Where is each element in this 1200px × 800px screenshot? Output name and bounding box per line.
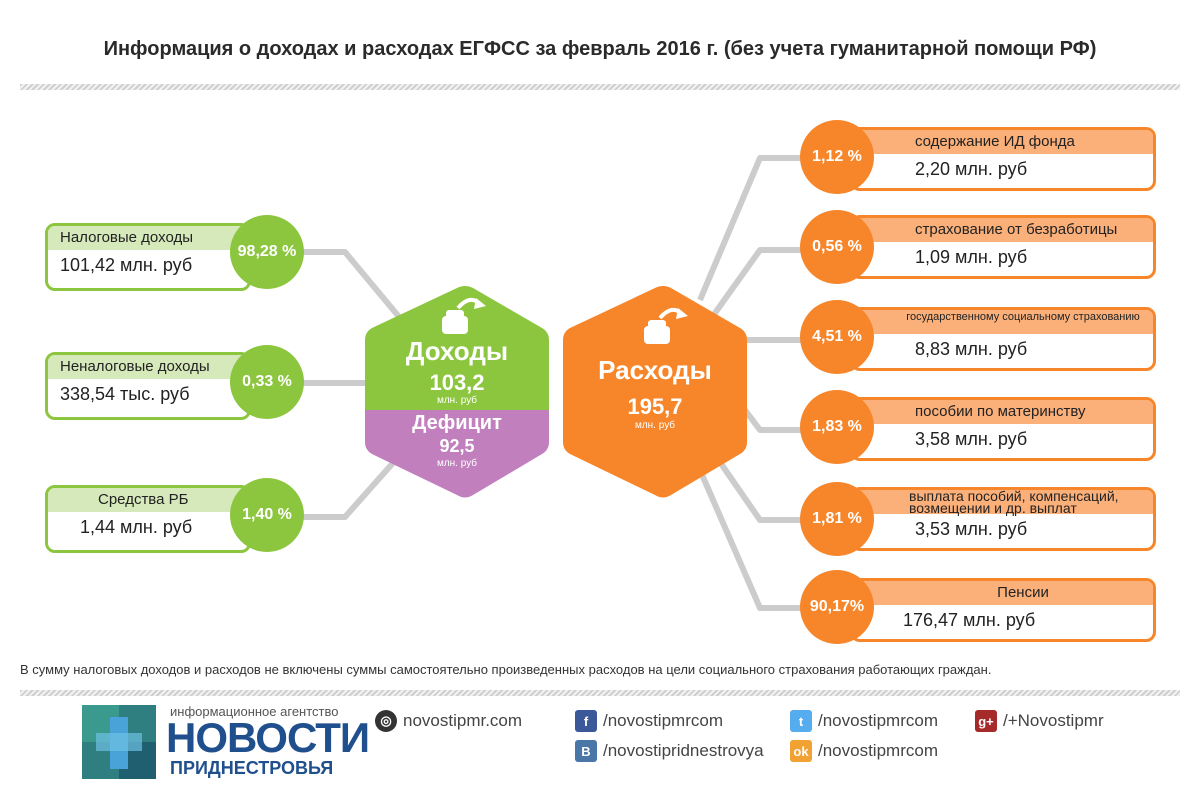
facebook-link[interactable]: f /novostipmrcom (575, 710, 723, 732)
expense-box: государственному социальному страхованию… (850, 307, 1156, 371)
expense-caption: государственному социальному страхованию (853, 310, 1153, 334)
line-expense-1 (697, 155, 805, 302)
expense-hub-unit: млн. руб (634, 420, 676, 431)
income-box-tax: Налоговые доходы 101,42 млн. руб (45, 223, 251, 291)
expense-caption: Пенсии (853, 581, 1153, 605)
facebook-icon: f (575, 710, 597, 732)
footnote: В сумму налоговых доходов и расходов не … (20, 662, 992, 677)
income-hub-label: Доходы (405, 336, 509, 366)
income-percent-badge: 1,40 % (230, 478, 304, 552)
line-expense-6 (697, 468, 805, 611)
expense-caption: страхование от безработицы (853, 218, 1153, 242)
googleplus-link-text: /+Novostipmr (1003, 711, 1104, 730)
logo-top-text: информационное агентство (170, 704, 339, 719)
expense-caption: выплата пособий, компенсаций, возмещении… (853, 490, 1153, 515)
deficit-unit: млн. руб (436, 458, 478, 469)
wallet-icon (644, 307, 688, 344)
income-box-rb: Средства РБ 1,44 млн. руб (45, 485, 251, 553)
facebook-link-text: /novostipmrcom (603, 711, 723, 730)
website-link-text: novostipmr.com (403, 711, 523, 730)
expense-caption: пособии по материнству (853, 400, 1153, 424)
line-expense-4 (742, 408, 805, 433)
bottom-divider (20, 690, 1180, 696)
odnoklassniki-icon: ok (790, 740, 812, 762)
expense-value: 3,53 млн. руб (915, 519, 1028, 539)
expense-percent-badge: 1,12 % (800, 120, 874, 194)
expense-hub-value: 195,7 (627, 394, 683, 419)
expense-box: выплата пособий, компенсаций, возмещении… (850, 487, 1156, 551)
expense-percent-badge: 0,56 % (800, 210, 874, 284)
expense-value: 3,58 млн. руб (915, 429, 1028, 449)
vk-link[interactable]: B /novostipridnestrovya (575, 740, 764, 762)
odnoklassniki-link-text: /novostipmrcom (818, 741, 938, 760)
expense-box: пособии по материнству 3,58 млн. руб (850, 397, 1156, 461)
income-hub-value: 103,2 (429, 370, 485, 395)
line-expense-2 (707, 247, 805, 322)
line-income-3 (300, 453, 403, 520)
twitter-icon: t (790, 710, 812, 732)
twitter-link-text: /novostipmrcom (818, 711, 938, 730)
expense-value: 176,47 млн. руб (903, 610, 1036, 630)
income-caption: Налоговые доходы (48, 226, 248, 250)
income-caption: Неналоговые доходы (48, 355, 248, 379)
globe-icon: ◎ (375, 710, 397, 732)
income-value: 101,42 млн. руб (60, 255, 193, 275)
deficit-value: 92,5 (439, 436, 475, 456)
odnoklassniki-link[interactable]: ok /novostipmrcom (790, 740, 938, 762)
expense-hub-label: Расходы (598, 355, 712, 385)
income-percent-badge: 0,33 % (230, 345, 304, 419)
income-hexagon (365, 286, 549, 498)
expense-percent-badge: 4,51 % (800, 300, 874, 374)
line-income-1 (300, 249, 403, 320)
expense-percent-badge: 1,83 % (800, 390, 874, 464)
line-expense-5 (712, 453, 805, 523)
logo-main-text: НОВОСТИ (166, 714, 370, 761)
expense-value: 8,83 млн. руб (915, 339, 1028, 359)
expense-box: страхование от безработицы 1,09 млн. руб (850, 215, 1156, 279)
expense-percent-badge: 1,81 % (800, 482, 874, 556)
income-box-nontax: Неналоговые доходы 338,54 тыс. руб (45, 352, 251, 420)
expense-box: содержание ИД фонда 2,20 млн. руб (850, 127, 1156, 191)
twitter-link[interactable]: t /novostipmrcom (790, 710, 938, 732)
vk-icon: B (575, 740, 597, 762)
expense-box: Пенсии 176,47 млн. руб (850, 578, 1156, 642)
website-link[interactable]: ◎ novostipmr.com (375, 710, 522, 732)
page-title: Информация о доходах и расходах ЕГФСС за… (103, 38, 1097, 60)
expense-hexagon (563, 286, 747, 498)
income-caption: Средства РБ (48, 488, 248, 512)
income-hub-unit: млн. руб (436, 395, 478, 406)
logo-icon (82, 705, 156, 779)
expense-value: 2,20 млн. руб (915, 159, 1028, 179)
top-divider (20, 84, 1180, 90)
income-value: 1,44 млн. руб (80, 517, 193, 537)
income-percent-badge: 98,28 % (230, 215, 304, 289)
logo-sub-text: ПРИДНЕСТРОВЬЯ (170, 758, 334, 778)
googleplus-link[interactable]: g+ /+Novostipmr (975, 710, 1104, 732)
expense-percent-badge: 90,17% (800, 570, 874, 644)
wallet-icon (442, 297, 486, 334)
deficit-label: Дефицит (412, 412, 502, 434)
income-value: 338,54 тыс. руб (60, 384, 190, 404)
expense-value: 1,09 млн. руб (915, 247, 1028, 267)
googleplus-icon: g+ (975, 710, 997, 732)
expense-caption: содержание ИД фонда (853, 130, 1153, 154)
vk-link-text: /novostipridnestrovya (603, 741, 764, 760)
